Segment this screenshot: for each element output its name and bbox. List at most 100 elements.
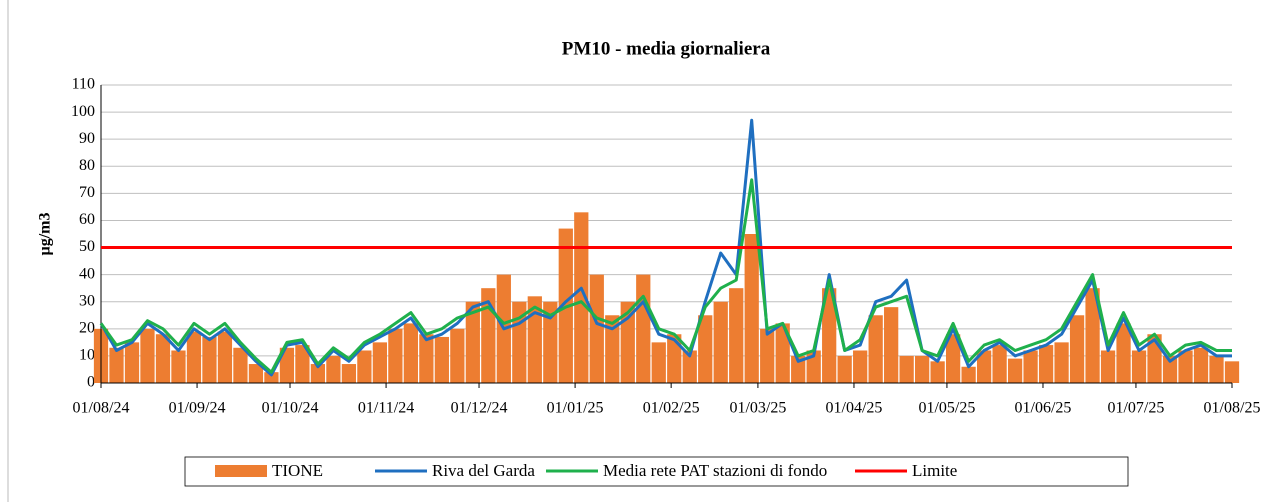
bar	[372, 342, 388, 383]
x-tick-label: 01/08/24	[73, 400, 130, 417]
bar	[868, 315, 883, 383]
x-tick-label: 01/09/24	[169, 400, 226, 417]
x-tick-label: 01/08/25	[1204, 400, 1261, 417]
bar	[465, 301, 480, 383]
bar	[171, 350, 186, 383]
bar	[202, 336, 217, 383]
bar	[543, 301, 558, 383]
bar	[744, 234, 759, 383]
bar	[574, 212, 589, 383]
y-tick-label: 40	[79, 265, 95, 282]
bar	[279, 347, 295, 383]
bar	[837, 355, 852, 383]
y-tick-label: 70	[79, 184, 95, 201]
bar	[1069, 315, 1085, 383]
bar	[698, 315, 713, 383]
bar	[1193, 347, 1209, 383]
y-tick-label: 30	[79, 292, 95, 309]
y-tick-label: 60	[79, 211, 95, 228]
legend-label: Riva del Garda	[432, 461, 535, 480]
y-tick-label: 20	[79, 319, 95, 336]
x-tick-label: 01/07/25	[1107, 400, 1164, 417]
bar	[341, 364, 357, 383]
bar	[1007, 358, 1023, 383]
bar	[1085, 288, 1100, 383]
legend-box	[184, 456, 1129, 487]
bar	[605, 315, 620, 383]
bar	[791, 355, 806, 383]
legend-label: Media rete PAT stazioni di fondo	[603, 461, 827, 480]
bar	[636, 274, 651, 383]
bar	[140, 328, 155, 383]
bar	[109, 347, 124, 383]
x-tick-label: 01/04/25	[826, 400, 883, 417]
bar	[945, 334, 961, 383]
x-tick-label: 01/01/25	[547, 400, 604, 417]
bar	[124, 342, 140, 383]
y-tick-label: 80	[79, 157, 95, 174]
y-tick-label: 110	[72, 76, 95, 93]
bar	[1131, 350, 1147, 383]
bar	[1209, 355, 1224, 383]
bar	[775, 323, 790, 383]
bar	[884, 307, 899, 383]
bar	[295, 345, 310, 383]
legend-swatch	[215, 465, 267, 477]
bar	[326, 355, 341, 383]
x-tick-label: 01/05/25	[918, 400, 975, 417]
line-series	[99, 118, 1232, 377]
bar	[434, 336, 449, 383]
bar	[992, 345, 1007, 383]
bar	[822, 288, 837, 383]
bar	[419, 334, 434, 383]
y-axis-label: µg/m3	[37, 213, 54, 256]
bar	[1054, 342, 1069, 383]
bar	[667, 334, 682, 383]
bar	[853, 350, 868, 383]
bar	[915, 355, 930, 383]
bar	[1038, 345, 1054, 383]
bar	[1224, 361, 1240, 383]
bar	[589, 274, 604, 383]
bar	[388, 328, 403, 383]
y-tick-label: 100	[71, 103, 95, 120]
bar	[1100, 350, 1116, 383]
bar	[527, 296, 542, 383]
bar	[450, 328, 465, 383]
legend-label: TIONE	[272, 461, 323, 480]
chart-title: PM10 - media giornaliera	[562, 38, 771, 59]
x-tick-label: 01/06/25	[1015, 400, 1072, 417]
y-tick-label: 0	[87, 374, 95, 391]
bar	[682, 350, 697, 383]
bar	[1178, 350, 1193, 383]
bar	[961, 366, 976, 383]
bar	[155, 334, 171, 383]
y-tick-label: 50	[79, 238, 95, 255]
bar	[357, 350, 372, 383]
x-tick-label: 01/12/24	[451, 400, 508, 417]
bar	[713, 301, 728, 383]
x-tick-label: 01/03/25	[729, 400, 786, 417]
bar	[651, 342, 666, 383]
bar	[264, 372, 279, 383]
bar	[1023, 350, 1038, 383]
line-series	[99, 178, 1232, 374]
bar	[233, 347, 248, 383]
bar	[186, 331, 202, 383]
bar	[310, 364, 326, 383]
grid-layer	[101, 84, 1232, 384]
x-tick-label: 01/02/25	[643, 400, 700, 417]
y-tick-label: 10	[79, 347, 95, 364]
bar	[1116, 323, 1131, 383]
bar	[976, 350, 992, 383]
bar	[899, 355, 914, 383]
x-tick-label: 01/11/24	[358, 400, 414, 417]
bar	[1162, 355, 1178, 383]
y-tick-label: 90	[79, 130, 95, 147]
bar	[403, 323, 418, 383]
bar	[760, 328, 775, 383]
x-tick-label: 01/10/24	[262, 400, 319, 417]
bar	[729, 288, 744, 383]
bar	[930, 361, 945, 383]
